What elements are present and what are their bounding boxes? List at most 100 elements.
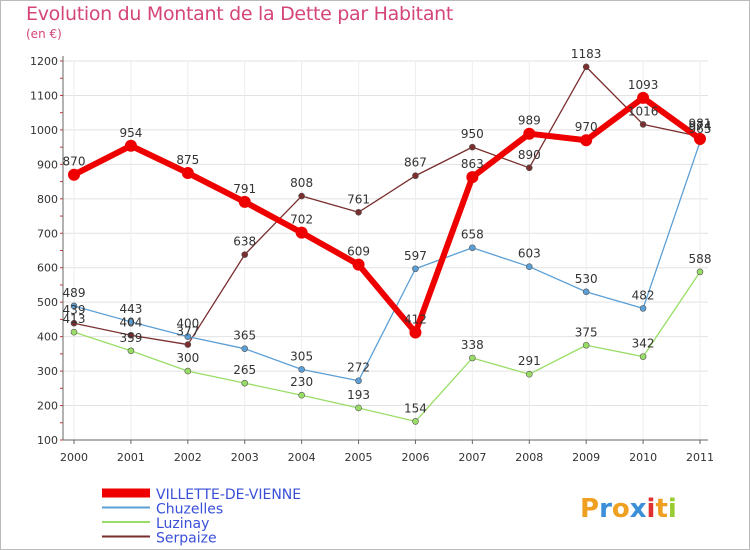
series-line — [73, 66, 701, 346]
data-point — [241, 379, 249, 387]
data-label: 365 — [233, 329, 256, 343]
data-label: 413 — [63, 312, 86, 326]
data-point — [355, 404, 362, 412]
data-point — [127, 318, 135, 326]
data-label: 482 — [632, 288, 655, 302]
data-point — [409, 326, 422, 339]
y-tick-label: 1200 — [30, 55, 58, 68]
series-line — [73, 271, 701, 423]
data-label: 412 — [404, 313, 427, 327]
y-tick-label: 700 — [37, 227, 58, 240]
data-label: 404 — [119, 315, 142, 329]
y-tick-label: 900 — [37, 158, 58, 171]
data-label: 305 — [290, 349, 313, 363]
data-label: 702 — [290, 213, 313, 227]
x-tick-label: 2010 — [629, 451, 657, 464]
data-point — [295, 226, 308, 239]
data-point — [469, 354, 476, 362]
data-point — [466, 171, 479, 184]
data-point — [582, 341, 590, 349]
data-label: 603 — [518, 247, 541, 261]
data-point — [184, 333, 192, 340]
data-point — [523, 127, 536, 140]
y-tick-label: 600 — [37, 262, 58, 275]
data-label: 439 — [63, 303, 86, 317]
data-point — [127, 347, 135, 355]
x-tick-label: 2001 — [117, 451, 145, 464]
y-tick-label: 1100 — [30, 89, 58, 102]
chart-title: Evolution du Montant de la Dette par Hab… — [26, 3, 454, 25]
data-point — [355, 377, 362, 385]
data-label: 609 — [347, 245, 370, 259]
x-tick-label: 2004 — [288, 451, 316, 464]
x-axis-ticks: 2000 2001 2002 2003 2004 2005 2006 2007 2008 2009… — [60, 451, 714, 464]
x-tick-label: 2007 — [458, 451, 486, 464]
data-label: 588 — [689, 252, 712, 266]
data-label: 1183 — [571, 47, 602, 61]
data-point — [469, 143, 476, 151]
y-tick-label: 1000 — [30, 124, 58, 137]
data-label: 193 — [347, 388, 370, 402]
x-tick-label: 2008 — [515, 451, 543, 464]
data-label: 954 — [119, 126, 142, 140]
unit-label: (en €) — [26, 27, 62, 41]
data-label: 875 — [176, 153, 199, 167]
data-label: 443 — [119, 302, 142, 316]
data-label: 1093 — [628, 78, 659, 92]
y-tick-label: 500 — [37, 296, 58, 309]
data-point — [525, 370, 533, 378]
data-point — [298, 192, 305, 200]
data-label: 272 — [347, 361, 370, 375]
data-point — [525, 263, 533, 270]
data-label: 230 — [290, 375, 313, 389]
data-labels: 439 404 377 638 808 761 867 950 890 1183 1016 981 48… — [63, 47, 712, 416]
y-axis-ticks: 100 200 300 400 500 600 700 800 900 1000 1100 1200 — [30, 55, 58, 447]
data-label: 291 — [518, 354, 541, 368]
data-point — [637, 91, 650, 104]
data-point — [525, 164, 533, 172]
data-point — [127, 331, 135, 339]
data-label: 342 — [632, 337, 655, 351]
legend: VILLETTE-DE-VIENNEChuzellesLuzinaySerpai… — [102, 487, 301, 547]
data-label: 981 — [689, 116, 712, 130]
legend-label: Luzinay — [156, 516, 209, 532]
legend-label: VILLETTE-DE-VIENNE — [156, 487, 301, 503]
x-tick-label: 2009 — [572, 451, 600, 464]
legend-label: Serpaize — [156, 531, 217, 547]
data-label: 863 — [461, 157, 484, 171]
data-point — [639, 121, 647, 128]
data-point — [298, 366, 305, 373]
data-point — [412, 418, 419, 425]
data-label: 638 — [233, 235, 256, 249]
y-tick-label: 200 — [37, 400, 58, 413]
data-label: 597 — [404, 249, 427, 263]
data-point — [582, 63, 590, 71]
x-tick-label: 2011 — [686, 451, 714, 464]
data-label: 870 — [63, 155, 86, 169]
data-label: 300 — [176, 351, 199, 365]
data-label: 950 — [461, 127, 484, 141]
data-point — [355, 208, 362, 216]
data-point — [580, 134, 593, 147]
y-tick-label: 100 — [37, 434, 58, 447]
data-label: 265 — [233, 363, 256, 377]
data-label: 791 — [233, 182, 256, 196]
x-tick-label: 2005 — [345, 451, 373, 464]
series-line — [73, 141, 701, 382]
series-group — [68, 63, 706, 425]
data-label: 974 — [689, 119, 712, 133]
data-label: 989 — [518, 114, 541, 128]
data-label: 970 — [575, 120, 598, 134]
data-point — [639, 353, 647, 360]
data-point — [68, 168, 80, 181]
data-label: 400 — [176, 317, 199, 331]
data-point — [181, 166, 194, 179]
data-point — [241, 251, 249, 258]
data-label: 658 — [461, 228, 484, 242]
data-point — [184, 367, 192, 375]
data-label: 1016 — [628, 104, 659, 118]
data-point — [70, 302, 78, 310]
data-label: 530 — [575, 272, 598, 286]
data-point — [582, 288, 590, 296]
